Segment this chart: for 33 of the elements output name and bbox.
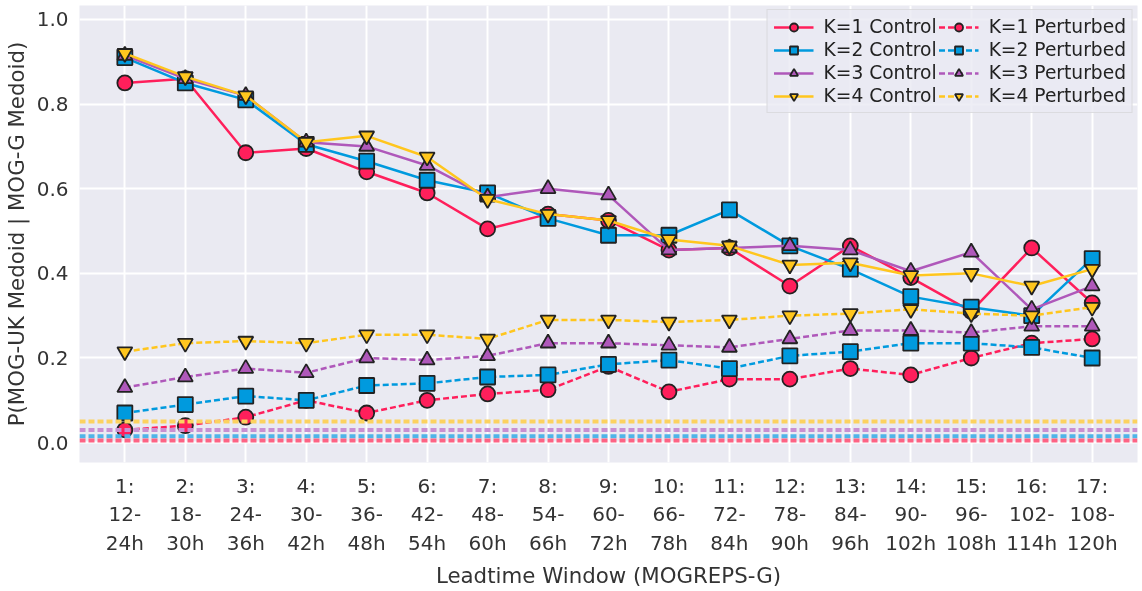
y-tick-label: 0.2: [36, 345, 69, 370]
y-tick-label: 0.8: [36, 92, 69, 117]
legend-label: K=3 Control: [823, 62, 937, 83]
legend-label: K=4 Perturbed: [988, 85, 1126, 106]
x-tick-label: 17: 108- 120h: [1066, 473, 1118, 556]
legend-label: K=4 Control: [823, 85, 937, 106]
x-axis-title: Leadtime Window (MOGREPS-G): [435, 563, 782, 589]
x-tick-label: 2: 18- 30h: [166, 473, 205, 556]
x-tick-label: 7: 48- 60h: [468, 473, 507, 556]
y-axis-title: P(MOG-UK Medoid | MOG-G Medoid): [3, 41, 30, 427]
x-tick-label: 11: 72- 84h: [710, 473, 749, 556]
x-tick-label: 15: 96- 108h: [945, 473, 997, 556]
x-tick-label: 12: 78- 90h: [770, 473, 809, 556]
x-tick-label: 1: 12- 24h: [105, 473, 144, 556]
x-tick-label: 8: 54- 66h: [528, 473, 568, 556]
legend-label: K=1 Perturbed: [988, 16, 1126, 37]
x-tick-label: 9: 60- 72h: [589, 473, 628, 556]
x-tick-label: 4: 30- 42h: [287, 473, 326, 556]
x-tick-label: 16: 102- 114h: [1006, 473, 1058, 556]
x-tick-label: 13: 84- 96h: [831, 473, 870, 556]
legend-label: K=2 Control: [823, 39, 937, 60]
x-tick-label: 14: 90- 102h: [885, 473, 937, 556]
x-tick-label: 10: 66- 78h: [649, 473, 689, 556]
legend-label: K=1 Control: [823, 16, 937, 37]
legend-label: K=3 Perturbed: [988, 62, 1126, 83]
y-tick-label: 1.0: [36, 7, 69, 32]
x-tick-label: 6: 42- 54h: [408, 473, 447, 556]
y-tick-label: 0.4: [36, 261, 69, 286]
y-tick-label: 0.6: [36, 176, 69, 201]
x-tick-label: 5: 36- 48h: [347, 473, 386, 556]
legend-label: K=2 Perturbed: [988, 39, 1126, 60]
y-tick-label: 0.0: [36, 430, 69, 455]
x-tick-label: 3: 24- 36h: [226, 473, 265, 556]
